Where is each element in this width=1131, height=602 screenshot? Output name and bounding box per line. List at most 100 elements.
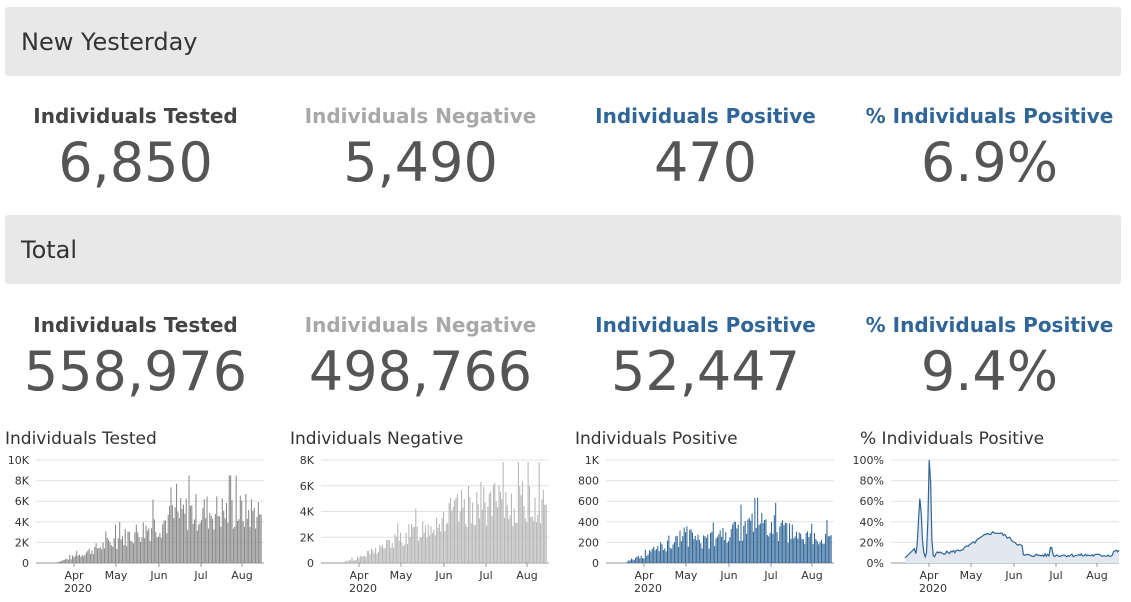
bar [683, 527, 685, 563]
bar [678, 546, 680, 563]
bar [447, 522, 449, 563]
bar [431, 533, 433, 563]
bar [770, 521, 773, 563]
bar [661, 544, 663, 563]
bar [797, 538, 799, 563]
bar [83, 556, 85, 563]
bar [383, 548, 385, 563]
bar [67, 559, 69, 563]
stat-value: 498,766 [308, 340, 533, 403]
bar [73, 557, 75, 563]
chart-tested: 0 2K 4K 6K 8K 10K Apr May Jun Jul Aug 2020 [8, 454, 264, 595]
bar [221, 498, 223, 563]
bar [241, 500, 243, 563]
bar [203, 499, 205, 563]
bar [459, 511, 461, 563]
bar [629, 560, 631, 563]
bar [772, 533, 774, 563]
bar [225, 503, 227, 563]
x-tick-label: Aug [801, 569, 822, 582]
bar [134, 532, 136, 563]
bar [787, 542, 789, 563]
bar [815, 539, 817, 563]
bar [375, 547, 377, 563]
bar [640, 555, 642, 563]
bar [481, 509, 483, 563]
bar [224, 518, 226, 563]
stat-total-positive: Individuals Positive 52,447 [563, 313, 848, 399]
bar [703, 535, 705, 563]
y-tick-label: 0% [867, 557, 884, 570]
bar [488, 493, 490, 563]
bar [194, 519, 196, 563]
chart-title-negative: Individuals Negative [290, 429, 464, 449]
bar [655, 549, 657, 563]
bar [761, 512, 763, 563]
stat-new-negative: Individuals Negative 5,490 [278, 104, 563, 190]
bar [451, 510, 453, 563]
stat-label: % Individuals Positive [865, 104, 1114, 128]
bar [728, 541, 730, 563]
bar [542, 489, 544, 563]
x-tick-label: Jun [434, 569, 452, 582]
bar [491, 516, 493, 563]
y-tick-label: 600 [578, 495, 599, 508]
bar [733, 521, 735, 563]
bar [235, 475, 237, 563]
bar [830, 535, 832, 563]
bar [454, 500, 456, 563]
bar [729, 537, 731, 563]
bar [228, 475, 230, 563]
bar [516, 523, 518, 563]
bar [128, 531, 130, 563]
bar [422, 520, 424, 563]
x-tick-label: Jul [193, 569, 207, 582]
bar [341, 562, 343, 563]
bar [829, 536, 831, 563]
x-tick-label: May [960, 569, 983, 582]
chart-title-tested: Individuals Tested [5, 429, 157, 449]
stat-value: 6.9% [920, 131, 1059, 194]
bar [725, 532, 727, 563]
chart-title-positive: Individuals Positive [575, 429, 738, 449]
bar [253, 507, 255, 563]
bar [730, 529, 732, 563]
bar [426, 537, 428, 563]
bar [72, 555, 74, 563]
bar [144, 538, 146, 563]
bar [243, 526, 246, 563]
bar [456, 494, 458, 563]
bar [766, 535, 768, 563]
bar [148, 528, 150, 563]
bar [202, 508, 204, 563]
bar [70, 559, 72, 563]
bar [66, 558, 68, 563]
bar [416, 526, 418, 563]
bar [721, 536, 723, 563]
bar [413, 526, 415, 563]
y-tick-label: 0 [22, 557, 29, 570]
bar [686, 526, 688, 563]
bar [207, 528, 209, 563]
bar [718, 534, 720, 563]
bar [242, 521, 244, 563]
bar [171, 505, 173, 563]
stat-value: 6,850 [58, 131, 213, 194]
y-tick-label: 200 [578, 536, 599, 549]
x-tick-label: Apr [349, 569, 369, 582]
bar [212, 518, 214, 563]
x-tick-label: Jun [1004, 569, 1022, 582]
bar [807, 531, 809, 563]
bar [505, 491, 507, 563]
bar [63, 559, 65, 563]
bar [715, 538, 717, 563]
bar [633, 559, 635, 563]
chart-positive: 0 200 400 600 800 1K Apr May Jun Jul Aug 2020 [578, 454, 834, 595]
bar [397, 523, 399, 563]
bar [669, 547, 671, 563]
bar [214, 513, 216, 563]
bar [758, 524, 760, 563]
bar [259, 514, 261, 563]
y-tick-label: 0 [592, 557, 599, 570]
bar [363, 556, 365, 563]
